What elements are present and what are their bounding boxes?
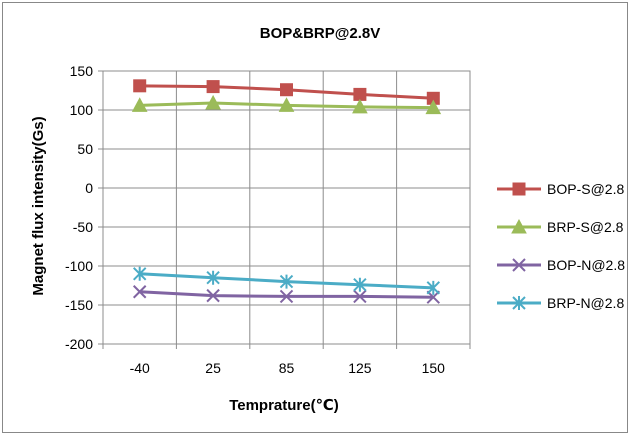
legend-marker: [511, 218, 527, 234]
legend-marker-shape: [512, 258, 526, 272]
data-point: [280, 83, 293, 97]
data-point: [425, 99, 442, 115]
y-tick-label: 100: [70, 102, 94, 118]
y-axis-label: Magnet flux intensity(Gs): [30, 116, 47, 295]
x-tick-label: 25: [205, 360, 221, 376]
chart-title: BOP&BRP@2.8V: [260, 25, 381, 42]
data-point-shape: [133, 79, 147, 93]
x-tick-label: -40: [130, 360, 150, 376]
data-point-shape: [425, 99, 442, 115]
y-tick-label: 150: [70, 63, 94, 79]
data-point-shape: [353, 87, 367, 101]
data-point-shape: [206, 270, 220, 285]
data-point: [206, 288, 220, 303]
legend-marker-shape: [512, 296, 526, 310]
data-point-shape: [132, 266, 147, 281]
y-tick-label: -150: [65, 297, 93, 313]
data-point-shape: [353, 289, 367, 304]
legend-marker: [512, 296, 526, 310]
data-point-shape: [206, 80, 220, 94]
data-point: [206, 80, 220, 94]
data-point: [279, 289, 294, 304]
data-point: [353, 289, 367, 304]
data-point: [353, 87, 367, 101]
data-point-shape: [131, 97, 148, 112]
data-point-shape: [280, 83, 293, 97]
legend-label: BRP-S@2.8: [547, 219, 624, 235]
data-point-shape: [353, 277, 367, 292]
data-point: [352, 98, 368, 114]
data-point-shape: [206, 288, 220, 303]
data-point: [132, 285, 147, 299]
data-point: [133, 79, 147, 93]
data-point-shape: [279, 274, 294, 289]
data-point-shape: [279, 289, 294, 304]
data-point: [353, 277, 367, 292]
data-point: [279, 274, 294, 289]
y-tick-label: -50: [73, 219, 93, 235]
data-point-shape: [278, 97, 295, 112]
x-tick-label: 85: [279, 360, 295, 376]
y-tick-label: 50: [77, 141, 93, 157]
data-point: [206, 270, 220, 285]
plot-area-border: [102, 70, 471, 345]
legend-marker-shape: [511, 218, 527, 234]
data-point-shape: [205, 94, 221, 110]
data-point: [278, 97, 295, 112]
data-point: [131, 97, 148, 112]
y-tick-label: -200: [65, 336, 93, 352]
y-tick-label: -100: [65, 258, 93, 274]
data-point: [426, 280, 441, 295]
x-tick-label: 125: [348, 360, 372, 376]
legend-marker: [512, 182, 526, 196]
x-axis-label: Temprature(℃): [229, 397, 339, 414]
data-point: [132, 266, 147, 281]
x-tick-label: 150: [422, 360, 446, 376]
y-tick-label: 0: [85, 180, 93, 196]
legend-label: BOP-N@2.8: [547, 257, 625, 273]
legend-label: BOP-S@2.8: [547, 181, 624, 197]
data-point: [205, 94, 221, 110]
data-point-shape: [426, 280, 441, 295]
legend-marker: [512, 258, 526, 272]
legend-label: BRP-N@2.8: [547, 295, 624, 311]
data-point-shape: [132, 285, 147, 299]
legend-marker-shape: [512, 182, 526, 196]
data-point-shape: [352, 98, 368, 114]
